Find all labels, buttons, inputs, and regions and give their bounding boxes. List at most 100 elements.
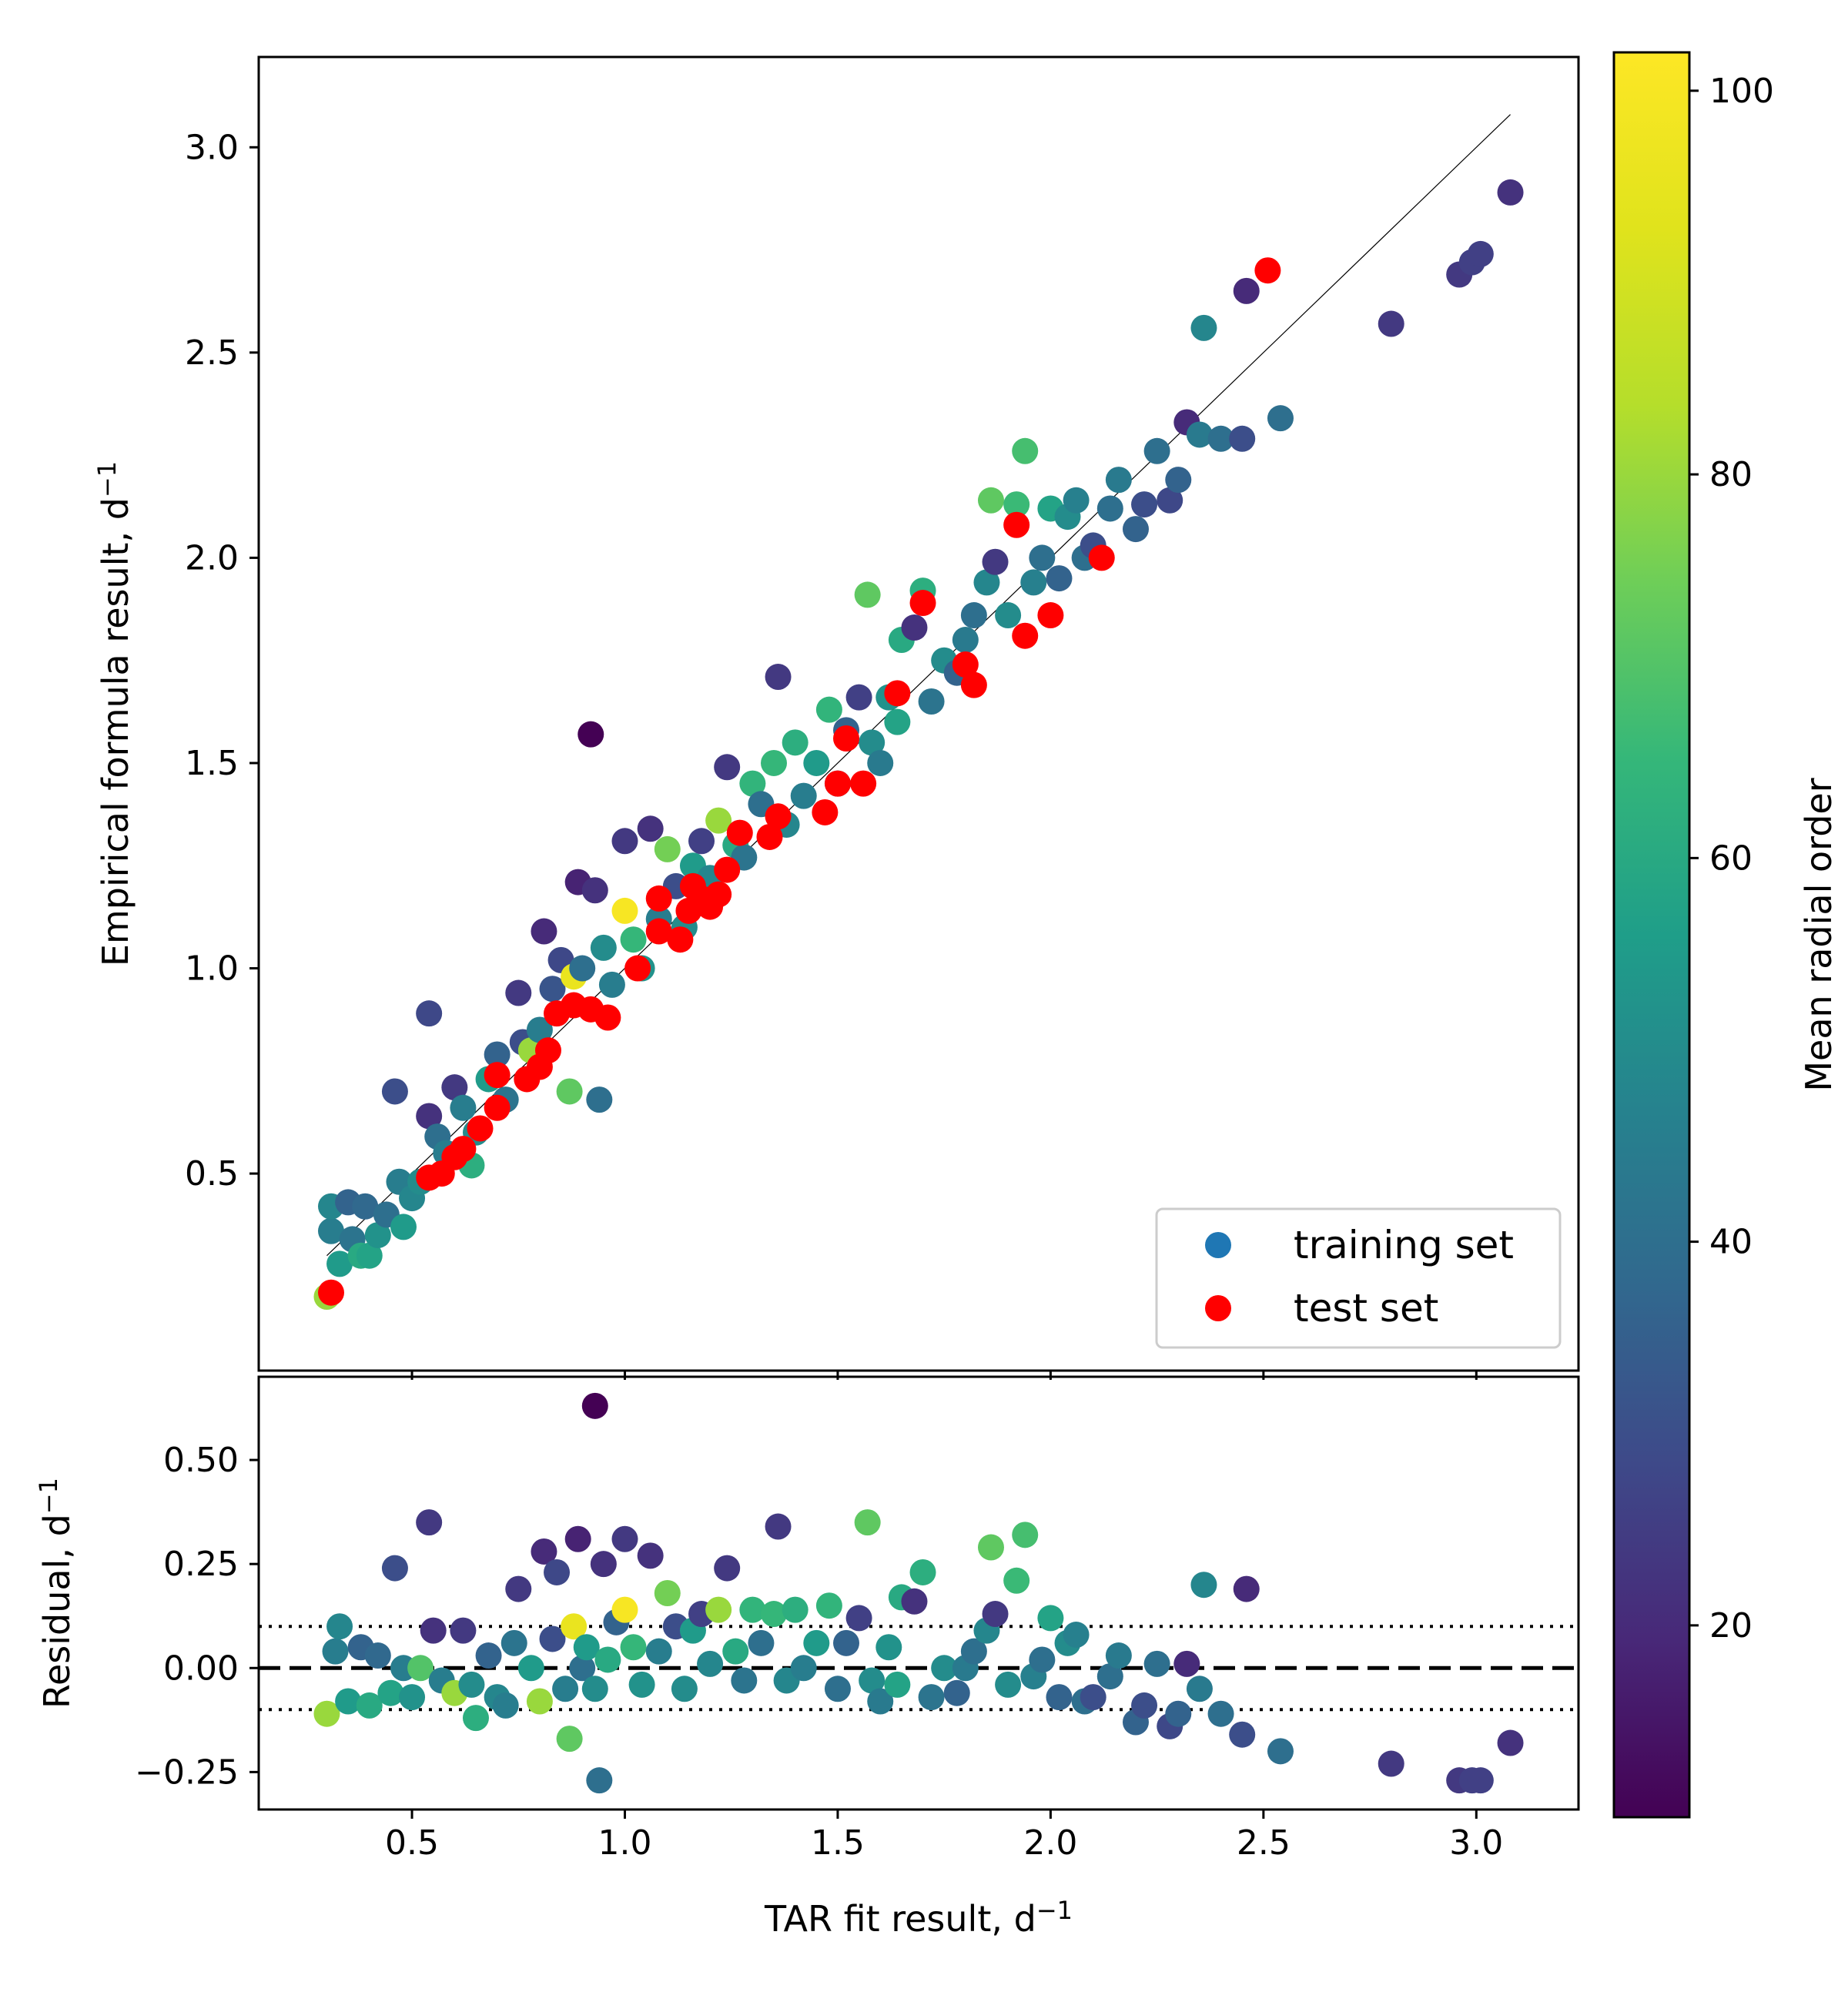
- colorbar-gradient: [1612, 51, 1691, 1819]
- residual-point: [1037, 1605, 1064, 1632]
- residual-point: [407, 1655, 434, 1682]
- x-tick-label: 0.5: [385, 1823, 439, 1863]
- training-point: [1165, 467, 1192, 494]
- residual-point: [531, 1538, 557, 1565]
- test-point: [952, 651, 979, 678]
- residual-point: [705, 1596, 732, 1623]
- residual-point: [326, 1613, 353, 1640]
- training-point: [1096, 495, 1123, 522]
- training-point: [761, 749, 788, 776]
- residual-point: [867, 1688, 894, 1715]
- training-point: [1063, 487, 1090, 514]
- training-point: [859, 729, 886, 756]
- test-point: [667, 926, 694, 953]
- training-point: [1467, 240, 1494, 267]
- training-point: [381, 1078, 408, 1105]
- training-point: [782, 729, 808, 756]
- x-tick-label: 3.0: [1449, 1823, 1503, 1863]
- residual-point: [884, 1671, 911, 1698]
- test-point: [726, 819, 753, 846]
- residual-point: [458, 1671, 485, 1698]
- training-point: [1046, 565, 1073, 592]
- residual-point: [637, 1542, 664, 1569]
- training-point: [854, 581, 881, 608]
- residual-point: [517, 1655, 544, 1682]
- test-point: [645, 918, 672, 945]
- residual-point: [475, 1642, 502, 1669]
- residual-point: [1233, 1575, 1260, 1602]
- colorbar: 20 40 60 80 100 Mean radial order: [1612, 51, 1840, 1819]
- training-point: [1190, 314, 1217, 341]
- test-point: [1254, 257, 1281, 284]
- residual-point: [1190, 1572, 1217, 1599]
- residual-y-tick-label: 0.00: [163, 1649, 239, 1688]
- training-point: [1003, 491, 1030, 518]
- residual-point: [586, 1767, 613, 1794]
- residual-point: [1063, 1622, 1090, 1649]
- main-panel: 0.5 1.0 1.5 2.0 2.5 3.0 Empirical formula res…: [92, 55, 1580, 1380]
- legend-marker-test: [1205, 1295, 1231, 1321]
- test-point: [850, 770, 877, 797]
- residual-point: [505, 1575, 532, 1602]
- residual-point: [875, 1634, 902, 1661]
- training-point: [1233, 277, 1260, 304]
- residual-point: [995, 1671, 1022, 1698]
- x-tick-label: 1.0: [598, 1823, 652, 1863]
- training-point: [790, 782, 817, 809]
- x-axis-label: TAR fit result, d−1: [764, 1896, 1073, 1940]
- residual-point: [833, 1629, 860, 1656]
- training-point: [326, 1250, 353, 1277]
- residual-point: [611, 1596, 638, 1623]
- training-point: [1029, 544, 1056, 571]
- colorbar-label: Mean radial order: [1798, 778, 1840, 1091]
- training-point: [598, 971, 625, 998]
- identity-reference-line: [326, 114, 1511, 1257]
- residual-point: [960, 1638, 987, 1665]
- residual-point: [1143, 1650, 1170, 1677]
- training-point: [578, 721, 604, 748]
- residual-point: [748, 1629, 775, 1656]
- training-point: [531, 918, 557, 945]
- training-point: [352, 1193, 379, 1220]
- training-point: [1122, 516, 1149, 543]
- test-point: [756, 823, 783, 850]
- residual-point: [492, 1692, 519, 1719]
- training-point: [1207, 425, 1234, 452]
- residual-point: [556, 1726, 583, 1753]
- legend: training set test set: [1155, 1207, 1562, 1349]
- test-point: [317, 1279, 344, 1306]
- residual-point: [982, 1601, 1009, 1628]
- training-point: [505, 979, 532, 1006]
- residual-point: [645, 1638, 672, 1665]
- training-point: [317, 1217, 344, 1244]
- test-point: [909, 590, 936, 617]
- training-point: [803, 749, 830, 776]
- residual-point: [581, 1676, 608, 1702]
- residual-point: [909, 1558, 936, 1585]
- residual-point: [335, 1688, 362, 1715]
- training-point: [1267, 405, 1294, 432]
- residual-point: [594, 1646, 621, 1673]
- residual-point: [1207, 1700, 1234, 1727]
- residual-point: [1080, 1684, 1106, 1711]
- residual-x-ticks: 0.5 1.0 1.5 2.0 2.5 3.0: [385, 1810, 1503, 1863]
- training-point: [1186, 421, 1213, 448]
- test-point: [624, 955, 651, 982]
- residual-point: [420, 1617, 447, 1644]
- residual-point: [581, 1392, 608, 1419]
- training-point: [637, 815, 664, 842]
- residual-point: [1267, 1738, 1294, 1765]
- colorbar-tick-label: 100: [1709, 72, 1774, 111]
- residual-point: [1105, 1642, 1132, 1669]
- legend-marker-training: [1205, 1232, 1231, 1258]
- test-point: [960, 671, 987, 698]
- legend-frame: [1155, 1207, 1562, 1349]
- training-point: [1020, 569, 1047, 596]
- residual-point: [1165, 1700, 1192, 1727]
- training-point: [867, 749, 894, 776]
- training-point: [590, 934, 617, 961]
- test-point: [594, 1004, 621, 1031]
- test-point: [812, 798, 839, 825]
- residual-point: [714, 1555, 741, 1582]
- residual-point: [590, 1551, 617, 1578]
